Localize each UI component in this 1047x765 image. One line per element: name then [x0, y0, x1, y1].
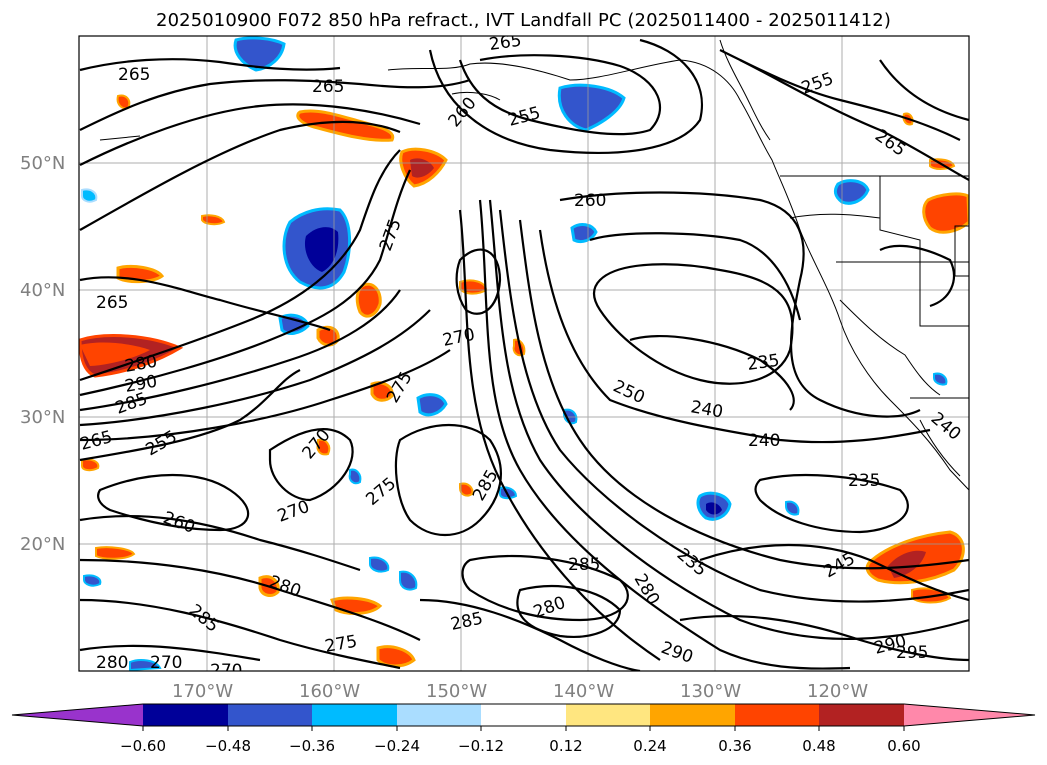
- lon-label-140w: 140°W: [553, 681, 614, 702]
- contour-label: 270: [150, 653, 182, 673]
- colorbar-tick-label: 0.24: [633, 737, 666, 755]
- colorbar-tick-label: −0.36: [289, 737, 335, 755]
- contour-label: 265: [312, 77, 344, 97]
- colorbar-tick-labels: −0.60 −0.48 −0.36 −0.24 −0.12 0.12 0.24 …: [120, 737, 921, 755]
- colorbar-tick-label: 0.48: [802, 737, 835, 755]
- colorbar-segment: [143, 704, 228, 726]
- cool-patch: [233, 36, 286, 72]
- contour-label: 265: [96, 293, 128, 313]
- contour-label: 235: [746, 351, 781, 375]
- colorbar-tick-label: −0.12: [458, 737, 504, 755]
- colorbar-segment: [397, 704, 481, 726]
- cool-patch: [81, 188, 98, 203]
- cool-patch: [304, 227, 339, 272]
- colorbar-segment: [735, 704, 819, 726]
- colorbar-tick-label: −0.24: [374, 737, 420, 755]
- warm-patch: [80, 342, 150, 366]
- colorbar-segment: [312, 704, 397, 726]
- cool-patch: [570, 223, 598, 244]
- gridlines: [79, 36, 969, 671]
- cool-patch: [416, 393, 448, 417]
- map-frame: [78, 35, 970, 672]
- colorbar-max-extension: [904, 704, 1035, 726]
- colorbar-tick-label: −0.60: [120, 737, 166, 755]
- longitude-labels: 170°W 160°W 150°W 140°W 130°W 120°W: [172, 681, 868, 702]
- lon-label-170w: 170°W: [172, 681, 233, 702]
- cool-patch: [399, 570, 418, 591]
- contour-label: 235: [848, 471, 880, 491]
- colorbar-segment: [481, 704, 566, 726]
- lat-label-20n: 20°N: [20, 534, 65, 555]
- contour-lines: [79, 38, 969, 671]
- colorbar-ticks: [142, 726, 905, 731]
- colorbar-segment: [650, 704, 735, 726]
- colorbar-tick-label: 0.36: [718, 737, 751, 755]
- contour-label: 265: [118, 65, 150, 85]
- colorbar-tick-label: 0.12: [549, 737, 582, 755]
- lon-label-150w: 150°W: [426, 681, 487, 702]
- warm-patch: [81, 458, 100, 472]
- latitude-labels: 50°N 40°N 30°N 20°N: [20, 153, 65, 555]
- figure-title: 2025010900 F072 850 hPa refract., IVT La…: [156, 10, 891, 31]
- contour-label: 260: [574, 191, 606, 211]
- contour-label: 265: [488, 31, 523, 55]
- colorbar-segment: [819, 704, 904, 726]
- colorbar-segment: [228, 704, 312, 726]
- contour-label: 270: [210, 661, 242, 681]
- contour-label: 295: [896, 643, 928, 663]
- cool-patch: [348, 468, 362, 485]
- lon-label-120w: 120°W: [807, 681, 868, 702]
- contour-label: 285: [568, 555, 600, 575]
- cool-patch: [499, 486, 518, 500]
- cool-patch: [706, 502, 722, 515]
- cool-patch: [933, 372, 948, 386]
- lon-label-130w: 130°W: [680, 681, 741, 702]
- lat-label-30n: 30°N: [20, 407, 65, 428]
- warm-patch: [316, 438, 331, 456]
- lat-label-50n: 50°N: [20, 153, 65, 174]
- cool-patch: [833, 179, 870, 205]
- warm-patch: [888, 550, 926, 578]
- cool-patch: [83, 574, 102, 587]
- warm-patch: [95, 546, 136, 560]
- warm-patch: [116, 94, 131, 110]
- cool-patch: [557, 83, 626, 132]
- colorbar-segment: [566, 704, 650, 726]
- contour-label: 280: [96, 653, 128, 673]
- contour-label: 240: [748, 431, 780, 451]
- cool-patch: [129, 659, 162, 671]
- warm-patch: [355, 282, 382, 318]
- colorbar-min-extension: [12, 704, 143, 726]
- colorbar-tick-label: −0.48: [205, 737, 251, 755]
- cool-patch: [369, 556, 390, 573]
- lat-label-40n: 40°N: [20, 280, 65, 301]
- cool-patch: [785, 500, 800, 516]
- colorbar-tick-label: 0.60: [887, 737, 920, 755]
- warm-patch: [922, 192, 969, 234]
- colorbar: −0.60 −0.48 −0.36 −0.24 −0.12 0.12 0.24 …: [11, 703, 1036, 755]
- lon-label-160w: 160°W: [299, 681, 360, 702]
